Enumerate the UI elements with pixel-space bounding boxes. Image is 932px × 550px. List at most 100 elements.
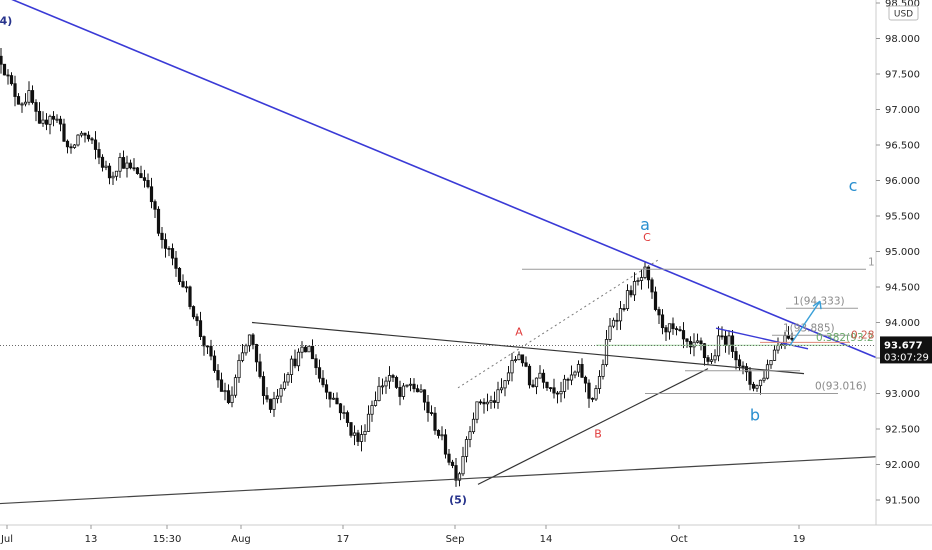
candle: [23, 93, 28, 107]
candle: [590, 397, 595, 403]
candle: [636, 277, 640, 286]
candle: [454, 458, 458, 487]
candle: [142, 169, 147, 188]
candle: [233, 374, 238, 398]
candle: [629, 285, 633, 298]
candle: [391, 373, 395, 383]
candle: [412, 378, 416, 393]
candle: [139, 165, 143, 179]
candle: [349, 422, 353, 438]
price-tick-label: 96.000: [885, 176, 920, 187]
candle: [163, 233, 168, 258]
candle: [258, 353, 262, 379]
candle: [751, 381, 756, 392]
candle: [639, 269, 644, 290]
candle: [177, 267, 182, 285]
trend-line[interactable]: [0, 0, 904, 370]
candle: [426, 394, 430, 422]
candle: [230, 386, 234, 408]
candle: [499, 378, 504, 394]
candle: [713, 349, 717, 364]
candle: [356, 429, 360, 447]
fib-level-label: 0(93.016): [815, 381, 867, 393]
candle: [611, 317, 616, 329]
time-tick-label: 13: [85, 534, 98, 545]
wave-label: (5): [449, 494, 467, 507]
candle: [174, 250, 178, 277]
price-axis[interactable]: 91.50092.00092.50093.00093.50094.00094.5…: [875, 0, 932, 525]
time-axis-bg: [0, 525, 932, 550]
candle: [184, 280, 189, 293]
fib-level-label: 1(93.885): [783, 322, 835, 334]
candle: [6, 69, 10, 85]
candle: [104, 160, 108, 171]
candle: [723, 330, 728, 353]
candle: [702, 342, 707, 366]
candle: [13, 75, 17, 107]
price-tick-label: 97.500: [885, 70, 920, 81]
candle: [55, 114, 59, 123]
projection-arrow[interactable]: [789, 300, 822, 346]
candle: [153, 199, 157, 219]
candle: [408, 377, 413, 392]
candle: [251, 333, 255, 350]
candle: [118, 152, 122, 178]
candle: [422, 389, 427, 411]
candle: [296, 348, 301, 372]
candle: [191, 305, 196, 320]
candle: [548, 387, 553, 392]
candle: [79, 130, 84, 138]
candle: [429, 405, 434, 416]
candle: [307, 345, 311, 353]
candle: [135, 166, 140, 175]
candle: [622, 304, 626, 312]
candle: [762, 370, 766, 383]
candle: [716, 326, 721, 362]
candle: [275, 388, 280, 404]
time-tick-label: Oct: [670, 534, 687, 545]
candle: [363, 424, 367, 442]
trend-line[interactable]: [457, 259, 659, 389]
time-axis[interactable]: Jul 13 15:30 Aug 17 Sep 14 Oct 19: [0, 524, 932, 550]
candle: [27, 81, 31, 106]
candle: [93, 131, 98, 160]
candle: [545, 381, 549, 391]
candle: [517, 351, 521, 361]
candle: [20, 102, 24, 113]
candle: [198, 311, 203, 340]
candle: [678, 326, 682, 332]
currency-badge[interactable]: USD: [888, 5, 919, 21]
candle: [328, 391, 332, 408]
trend-line[interactable]: [251, 321, 805, 375]
price-tick-label: 95.000: [885, 247, 920, 258]
candle: [695, 333, 700, 344]
candle: [132, 158, 136, 172]
time-tick-label: Jul: [0, 534, 13, 545]
price-tick-label: 94.500: [885, 283, 920, 294]
candle: [576, 360, 581, 377]
candle: [195, 313, 199, 326]
candle: [268, 398, 273, 414]
candle: [765, 359, 770, 380]
wave-labels-layer: 4) (5) A B Ca b c: [0, 14, 857, 506]
candle: [72, 143, 77, 149]
candle: [510, 353, 514, 382]
wave-label: a: [640, 215, 650, 234]
candle: [107, 163, 112, 185]
trend-line[interactable]: [0, 454, 904, 505]
wave-label: c: [849, 176, 858, 195]
candle: [772, 345, 777, 361]
candle: [555, 391, 560, 404]
candle: [419, 384, 423, 393]
candle: [219, 372, 224, 392]
trend-line[interactable]: [477, 368, 709, 485]
candle: [783, 331, 787, 350]
candle: [552, 378, 556, 399]
candle: [450, 459, 455, 469]
candle: [653, 286, 658, 312]
currency-label: USD: [894, 10, 913, 20]
price-tick-label: 92.000: [885, 460, 920, 471]
drawings-layer: 11(94.333)1(93.885)0.382(93.20.280(93.01…: [0, 0, 904, 505]
